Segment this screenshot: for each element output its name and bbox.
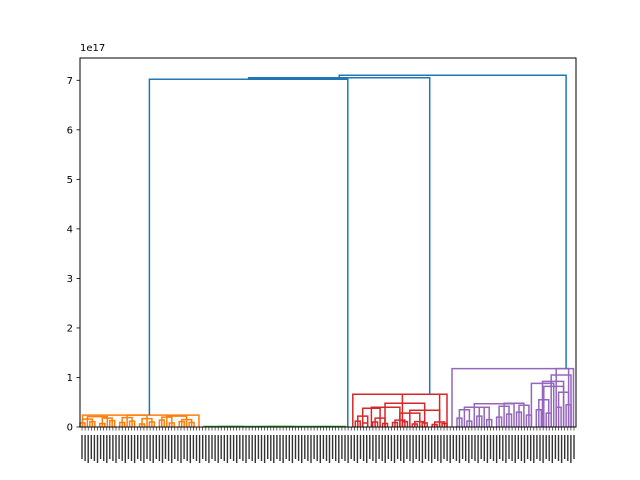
cluster-3-merge [384,402,426,427]
cluster-4-merge [473,402,515,427]
y-axis: 0 1 2 3 4 5 6 7 [67,76,80,434]
y-tick-label: 6 [67,125,73,136]
top-link-3 [338,74,567,369]
x-tick-marks [81,427,575,463]
top-link-2 [247,77,431,395]
y-offset-label: 1e17 [80,43,105,54]
y-tick-label: 5 [67,175,73,186]
y-tick-label: 1 [67,373,73,384]
cluster-4-root [451,367,575,427]
cluster-4-merge [550,374,572,427]
cluster-3-root [352,393,448,427]
plot-area-frame [79,57,577,428]
dendrogram-links [79,74,575,428]
y-tick-label: 2 [67,323,73,334]
y-tick-label: 3 [67,274,73,285]
y-tick-label: 4 [67,224,73,235]
y-tick-label: 7 [67,76,73,87]
cluster-1-root [81,414,200,427]
y-tick-label: 0 [67,423,73,434]
cluster-4-merge [541,380,565,427]
cluster-1-merge [86,415,109,427]
cluster-1-merge [166,415,188,427]
top-link-1 [148,78,349,427]
